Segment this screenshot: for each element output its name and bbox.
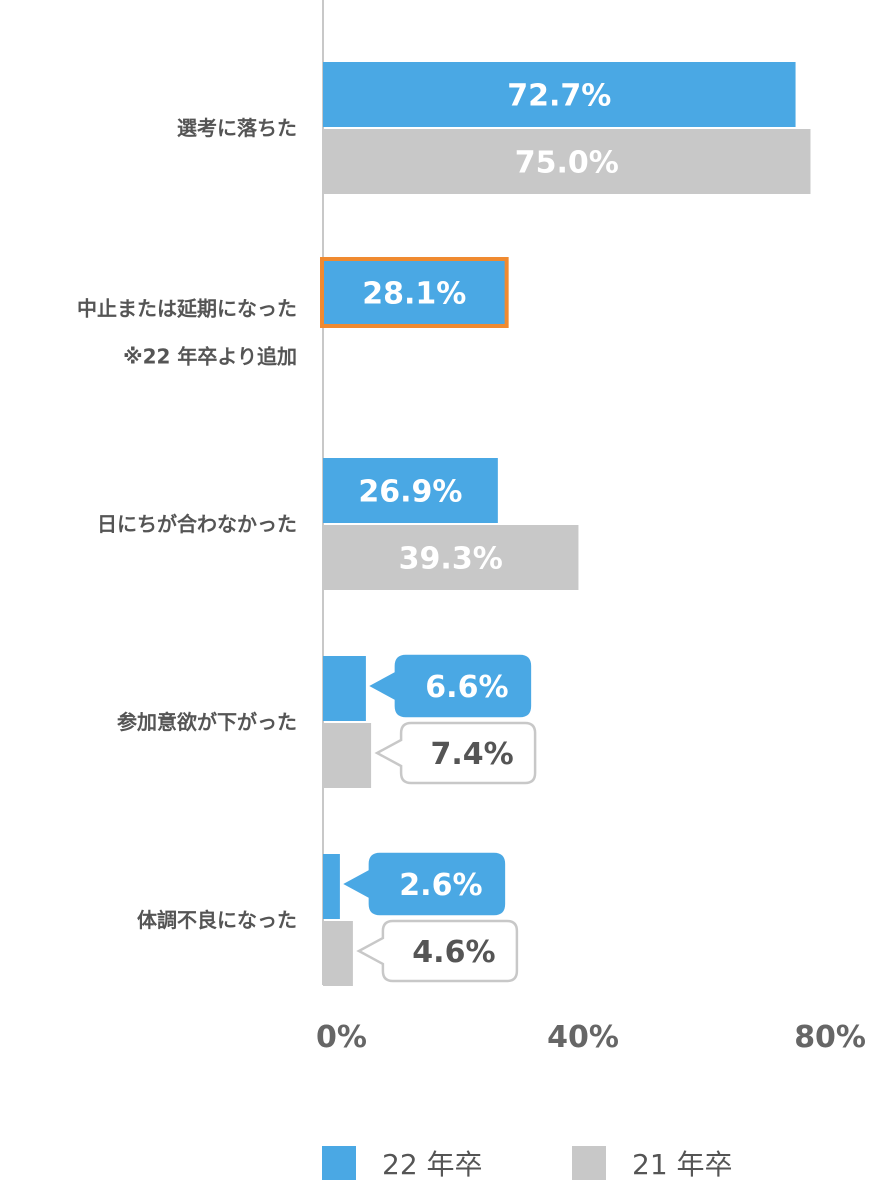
legend-swatch-0 (322, 1146, 356, 1180)
callout-bubble-s0-c3 (369, 654, 532, 718)
bar-s0-c3 (323, 656, 366, 721)
x-tick-label-1: 40% (547, 1020, 619, 1055)
legend-label-0: 22 年卒 (382, 1148, 483, 1181)
data-label-s0-c0: 72.7% (507, 79, 611, 114)
bar-s0-c4 (323, 854, 340, 919)
category-note-1: ※22 年卒より追加 (123, 345, 297, 369)
data-label-s0-c4: 2.6% (399, 868, 482, 903)
data-label-s0-c1: 28.1% (362, 277, 466, 312)
legend-label-1: 21 年卒 (632, 1148, 733, 1181)
x-tick-label-2: 80% (794, 1020, 866, 1055)
data-label-s1-c4: 4.6% (412, 935, 495, 970)
category-label-0: 選考に落ちた (177, 116, 297, 140)
bar-s1-c4 (323, 921, 353, 986)
category-label-3: 参加意欲が下がった (117, 710, 297, 734)
bar-s0-c1 (323, 260, 506, 325)
bar-s1-c3 (323, 723, 372, 788)
highlight-outline (320, 257, 509, 328)
bar-s0-c2 (323, 458, 498, 523)
category-label-2: 日にちが合わなかった (97, 512, 297, 536)
category-label-1: 中止または延期になった (77, 297, 297, 321)
callout-bubble-s0-c4 (343, 852, 506, 916)
bar-s0-c0 (323, 62, 796, 127)
callout-bubble-s1-c3 (374, 721, 537, 785)
bar-s1-c2 (323, 525, 579, 590)
data-label-s0-c2: 26.9% (358, 475, 462, 510)
data-label-s1-c0: 75.0% (515, 146, 619, 181)
callout-bubble-s1-c4 (356, 919, 519, 983)
category-label-4: 体調不良になった (137, 908, 297, 932)
bar-s1-c0 (323, 129, 811, 194)
data-label-s0-c3: 6.6% (425, 670, 508, 705)
data-label-s1-c3: 7.4% (430, 737, 513, 772)
legend-swatch-1 (572, 1146, 606, 1180)
x-tick-label-0: 0% (316, 1020, 367, 1055)
data-label-s1-c2: 39.3% (399, 542, 503, 577)
